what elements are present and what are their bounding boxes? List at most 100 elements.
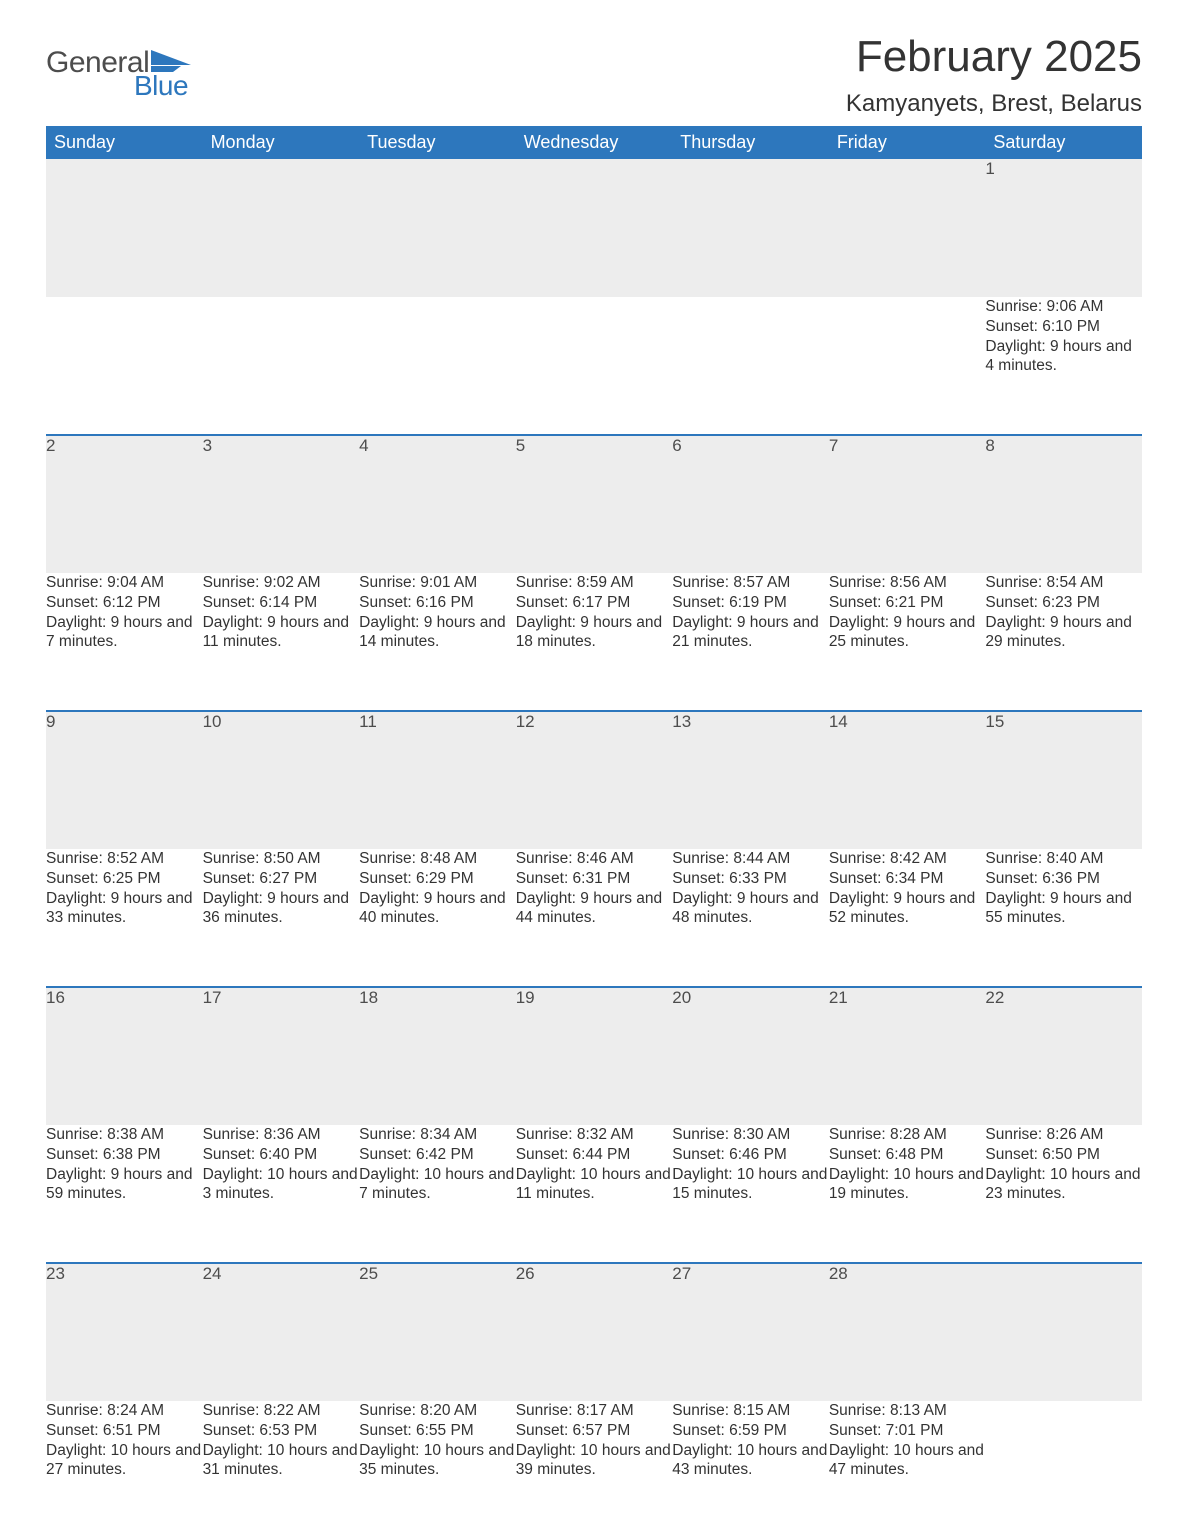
- weekday-header: Monday: [203, 126, 360, 159]
- day-number-cell: [516, 159, 673, 297]
- day-content-cell: Sunrise: 8:40 AMSunset: 6:36 PMDaylight:…: [985, 849, 1142, 987]
- day-content-cell: Sunrise: 8:26 AMSunset: 6:50 PMDaylight:…: [985, 1125, 1142, 1263]
- sunrise-text: Sunrise: 8:44 AM: [672, 849, 829, 869]
- day-number-cell: [672, 159, 829, 297]
- week-daynum-row: 1: [46, 159, 1142, 297]
- day-number-cell: [359, 159, 516, 297]
- sunset-text: Sunset: 6:34 PM: [829, 869, 986, 889]
- day-number-cell: 13: [672, 711, 829, 849]
- day-content-cell: Sunrise: 8:15 AMSunset: 6:59 PMDaylight:…: [672, 1401, 829, 1539]
- daylight-text: Daylight: 9 hours and 40 minutes.: [359, 889, 516, 929]
- day-content-cell: Sunrise: 8:56 AMSunset: 6:21 PMDaylight:…: [829, 573, 986, 711]
- day-content-cell: Sunrise: 8:17 AMSunset: 6:57 PMDaylight:…: [516, 1401, 673, 1539]
- day-content-cell: Sunrise: 8:30 AMSunset: 6:46 PMDaylight:…: [672, 1125, 829, 1263]
- day-content-cell: Sunrise: 8:42 AMSunset: 6:34 PMDaylight:…: [829, 849, 986, 987]
- day-content-cell: Sunrise: 9:02 AMSunset: 6:14 PMDaylight:…: [203, 573, 360, 711]
- day-number-cell: 23: [46, 1263, 203, 1401]
- sunrise-text: Sunrise: 9:06 AM: [985, 297, 1142, 317]
- sunset-text: Sunset: 6:14 PM: [203, 593, 360, 613]
- day-content-cell: [203, 297, 360, 435]
- sunset-text: Sunset: 6:31 PM: [516, 869, 673, 889]
- day-content-cell: Sunrise: 9:04 AMSunset: 6:12 PMDaylight:…: [46, 573, 203, 711]
- sunrise-text: Sunrise: 8:52 AM: [46, 849, 203, 869]
- sunset-text: Sunset: 6:29 PM: [359, 869, 516, 889]
- sunrise-text: Sunrise: 8:32 AM: [516, 1125, 673, 1145]
- daylight-text: Daylight: 10 hours and 31 minutes.: [203, 1441, 360, 1481]
- weekday-header: Tuesday: [359, 126, 516, 159]
- week-content-row: Sunrise: 8:24 AMSunset: 6:51 PMDaylight:…: [46, 1401, 1142, 1539]
- sunset-text: Sunset: 6:23 PM: [985, 593, 1142, 613]
- sunset-text: Sunset: 6:42 PM: [359, 1145, 516, 1165]
- sunset-text: Sunset: 6:21 PM: [829, 593, 986, 613]
- daylight-text: Daylight: 9 hours and 59 minutes.: [46, 1165, 203, 1205]
- sunset-text: Sunset: 6:38 PM: [46, 1145, 203, 1165]
- sunset-text: Sunset: 6:33 PM: [672, 869, 829, 889]
- day-content-cell: Sunrise: 8:32 AMSunset: 6:44 PMDaylight:…: [516, 1125, 673, 1263]
- brand-word-2: Blue: [134, 70, 191, 102]
- location-subtitle: Kamyanyets, Brest, Belarus: [846, 90, 1142, 118]
- weekday-header: Saturday: [985, 126, 1142, 159]
- sunrise-text: Sunrise: 8:28 AM: [829, 1125, 986, 1145]
- sunrise-text: Sunrise: 8:42 AM: [829, 849, 986, 869]
- day-content-cell: Sunrise: 8:54 AMSunset: 6:23 PMDaylight:…: [985, 573, 1142, 711]
- sunrise-text: Sunrise: 8:34 AM: [359, 1125, 516, 1145]
- week-content-row: Sunrise: 8:38 AMSunset: 6:38 PMDaylight:…: [46, 1125, 1142, 1263]
- sunset-text: Sunset: 6:10 PM: [985, 317, 1142, 337]
- day-content-cell: Sunrise: 8:44 AMSunset: 6:33 PMDaylight:…: [672, 849, 829, 987]
- day-number-cell: 21: [829, 987, 986, 1125]
- day-number-cell: 3: [203, 435, 360, 573]
- sunset-text: Sunset: 6:17 PM: [516, 593, 673, 613]
- sunrise-text: Sunrise: 8:15 AM: [672, 1401, 829, 1421]
- sunrise-text: Sunrise: 8:50 AM: [203, 849, 360, 869]
- weekday-header: Thursday: [672, 126, 829, 159]
- daylight-text: Daylight: 10 hours and 15 minutes.: [672, 1165, 829, 1205]
- sunrise-text: Sunrise: 8:46 AM: [516, 849, 673, 869]
- sunrise-text: Sunrise: 9:04 AM: [46, 573, 203, 593]
- day-number-cell: 26: [516, 1263, 673, 1401]
- day-number-cell: 28: [829, 1263, 986, 1401]
- daylight-text: Daylight: 9 hours and 52 minutes.: [829, 889, 986, 929]
- day-content-cell: Sunrise: 8:36 AMSunset: 6:40 PMDaylight:…: [203, 1125, 360, 1263]
- week-content-row: Sunrise: 9:06 AMSunset: 6:10 PMDaylight:…: [46, 297, 1142, 435]
- day-content-cell: [46, 297, 203, 435]
- day-content-cell: Sunrise: 8:57 AMSunset: 6:19 PMDaylight:…: [672, 573, 829, 711]
- day-content-cell: Sunrise: 8:48 AMSunset: 6:29 PMDaylight:…: [359, 849, 516, 987]
- day-content-cell: Sunrise: 8:13 AMSunset: 7:01 PMDaylight:…: [829, 1401, 986, 1539]
- sunset-text: Sunset: 6:40 PM: [203, 1145, 360, 1165]
- sunset-text: Sunset: 6:57 PM: [516, 1421, 673, 1441]
- daylight-text: Daylight: 9 hours and 48 minutes.: [672, 889, 829, 929]
- daylight-text: Daylight: 9 hours and 55 minutes.: [985, 889, 1142, 929]
- sunset-text: Sunset: 6:48 PM: [829, 1145, 986, 1165]
- sunset-text: Sunset: 6:36 PM: [985, 869, 1142, 889]
- sunrise-text: Sunrise: 9:02 AM: [203, 573, 360, 593]
- weekday-header: Wednesday: [516, 126, 673, 159]
- daylight-text: Daylight: 10 hours and 19 minutes.: [829, 1165, 986, 1205]
- day-content-cell: Sunrise: 8:46 AMSunset: 6:31 PMDaylight:…: [516, 849, 673, 987]
- day-number-cell: 5: [516, 435, 673, 573]
- day-number-cell: [985, 1263, 1142, 1401]
- day-content-cell: Sunrise: 8:50 AMSunset: 6:27 PMDaylight:…: [203, 849, 360, 987]
- daylight-text: Daylight: 9 hours and 14 minutes.: [359, 613, 516, 653]
- day-content-cell: Sunrise: 8:22 AMSunset: 6:53 PMDaylight:…: [203, 1401, 360, 1539]
- daylight-text: Daylight: 10 hours and 43 minutes.: [672, 1441, 829, 1481]
- daylight-text: Daylight: 10 hours and 47 minutes.: [829, 1441, 986, 1481]
- day-number-cell: 17: [203, 987, 360, 1125]
- day-content-cell: [829, 297, 986, 435]
- daylight-text: Daylight: 9 hours and 25 minutes.: [829, 613, 986, 653]
- day-number-cell: 7: [829, 435, 986, 573]
- sunrise-text: Sunrise: 8:59 AM: [516, 573, 673, 593]
- daylight-text: Daylight: 9 hours and 33 minutes.: [46, 889, 203, 929]
- sunset-text: Sunset: 6:55 PM: [359, 1421, 516, 1441]
- day-content-cell: [672, 297, 829, 435]
- daylight-text: Daylight: 10 hours and 7 minutes.: [359, 1165, 516, 1205]
- day-number-cell: 15: [985, 711, 1142, 849]
- day-number-cell: 10: [203, 711, 360, 849]
- sunrise-text: Sunrise: 8:36 AM: [203, 1125, 360, 1145]
- sunrise-text: Sunrise: 9:01 AM: [359, 573, 516, 593]
- day-content-cell: [985, 1401, 1142, 1539]
- day-number-cell: 24: [203, 1263, 360, 1401]
- sunset-text: Sunset: 6:12 PM: [46, 593, 203, 613]
- day-number-cell: 20: [672, 987, 829, 1125]
- daylight-text: Daylight: 9 hours and 7 minutes.: [46, 613, 203, 653]
- sunrise-text: Sunrise: 8:56 AM: [829, 573, 986, 593]
